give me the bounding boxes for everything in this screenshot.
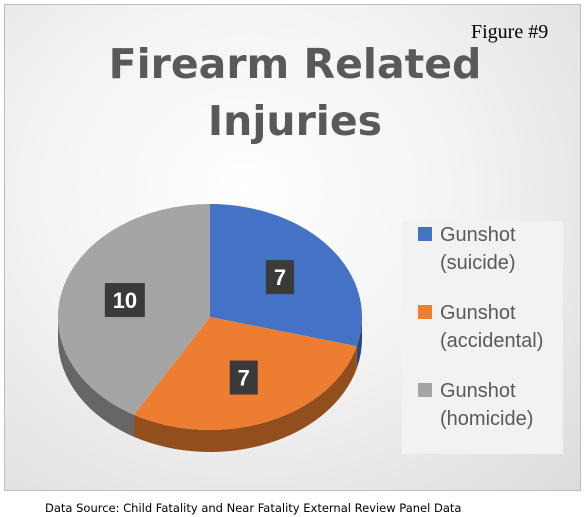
data-label-0: 7: [274, 265, 286, 290]
legend-label-1-line-0: Gunshot: [440, 302, 516, 324]
pie-slice-side-1: [134, 346, 357, 453]
pie-slice-side-0: [356, 317, 362, 369]
legend-swatch-2: [418, 383, 432, 397]
pie-group: 7 7 10: [58, 204, 362, 453]
legend: Gunshot (suicide) Gunshot (accidental) Gunsh…: [418, 224, 543, 430]
data-label-2: 10: [113, 288, 137, 313]
pie-chart: Firearm Related Injuries Figure #9 7710 …: [58, 21, 563, 454]
legend-label-2-line-1: (homicide): [440, 408, 533, 430]
data-label-box-1: [229, 360, 258, 395]
figure-label: Figure #9: [471, 21, 548, 43]
legend-swatch-1: [418, 305, 432, 319]
data-label-box-2: [104, 283, 145, 318]
legend-label-0-line-0: Gunshot: [440, 224, 516, 246]
legend-box: [402, 221, 563, 454]
source-note: Data Source: Child Fatality and Near Fat…: [45, 501, 462, 515]
pie-slice-side-2: [58, 317, 134, 437]
chart-title-line-2: Injuries: [208, 97, 382, 145]
data-label-1: 7: [238, 366, 250, 391]
chart-title-line-1: Firearm Related: [109, 40, 482, 88]
legend-label-0-line-1: (suicide): [440, 252, 516, 274]
data-label-box-0: [265, 260, 294, 295]
chart-panel: Firearm Related Injuries Figure #9 7 7 10 …: [4, 4, 581, 515]
legend-label-2-line-0: Gunshot: [440, 380, 516, 402]
legend-swatch-0: [418, 227, 432, 241]
legend-label-1-line-1: (accidental): [440, 330, 543, 352]
